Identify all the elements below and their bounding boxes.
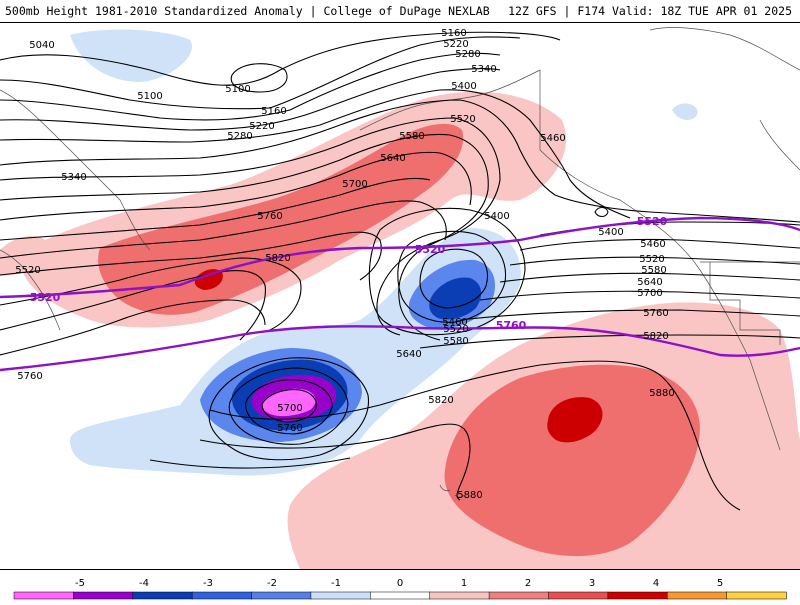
colorbar-tick-label: -2 (267, 578, 277, 589)
colorbar-swatch (429, 591, 490, 600)
contour-label-5880a: 5880 (649, 388, 674, 399)
contour-labels: 5040510051005160516052205220528052805340… (15, 28, 674, 501)
contour-label-5160b: 5160 (261, 106, 286, 117)
contour-label-5520a: 5520 (450, 114, 475, 125)
contour-label-5040: 5040 (29, 40, 54, 51)
contour-label-p5520b: 5520 (415, 243, 446, 256)
contour-label-5700b: 5700 (277, 403, 302, 414)
colorbar-swatch (191, 591, 253, 600)
contour-label-5340a: 5340 (471, 64, 496, 75)
colorbar-tick-label: -5 (75, 578, 85, 589)
contour-label-5760a: 5760 (257, 211, 282, 222)
colorbar-swatch (488, 591, 550, 600)
contour-label-5460b: 5460 (442, 317, 467, 328)
contour-label-5100: 5100 (137, 91, 162, 102)
contour-label-5460a: 5460 (540, 133, 565, 144)
contour-label-5340b: 5340 (61, 172, 86, 183)
map-title: 500mb Height 1981-2010 Standardized Anom… (5, 4, 490, 18)
contour-label-5760d: 5760 (643, 308, 668, 319)
positive-anomaly-band-core (194, 269, 223, 290)
colorbar-swatch (73, 591, 134, 600)
colorbar-ticks: -5 -4 -3 -2 -1 0 1 2 3 4 5 (75, 578, 723, 589)
contour-label-5400c: 5400 (598, 227, 623, 238)
contour-label-p5520a: 5520 (30, 291, 61, 304)
contour-label-5820b: 5820 (428, 395, 453, 406)
contour-label-5820a: 5820 (265, 253, 290, 264)
climatology-contours (0, 216, 800, 372)
negative-anomaly-low-core (429, 277, 482, 320)
contour-label-5280a: 5280 (455, 49, 480, 60)
contour-label-5280b: 5280 (227, 131, 252, 142)
colorbar-tick-label: 3 (589, 578, 595, 589)
contour-label-5700c: 5700 (637, 288, 662, 299)
contour-label-5160a: 5160 (441, 28, 466, 39)
colorbar-tick-label: -3 (203, 578, 213, 589)
contour-label-5580b: 5580 (443, 336, 468, 347)
colorbar-swatch (13, 591, 75, 600)
colorbar-tick-label: -4 (139, 578, 149, 589)
contour-label-5820c: 5820 (643, 331, 668, 342)
contour-label-5400a: 5400 (451, 81, 476, 92)
colorbar-tick-label: 2 (525, 578, 531, 589)
colorbar-swatch (310, 591, 372, 600)
contour-label-5880b: 5880 (457, 490, 482, 501)
positive-anomaly-band-mid (98, 123, 464, 315)
model-run-info: 12Z GFS | F174 Valid: 18Z TUE APR 01 202… (508, 4, 792, 18)
contour-label-p5520c: 5520 (637, 215, 668, 228)
colorbar-tick-label: 1 (461, 578, 467, 589)
colorbar-swatch (132, 591, 193, 600)
contour-label-5760b: 5760 (17, 371, 42, 382)
positive-anomaly-ridge-mid (444, 364, 700, 557)
colorbar-swatch (251, 591, 312, 600)
anomaly-shading (0, 29, 800, 569)
contour-label-5760c: 5760 (277, 423, 302, 434)
contour-label-5640a: 5640 (380, 153, 405, 164)
colorbar-swatch (666, 591, 728, 600)
contour-label-5580c: 5580 (641, 265, 666, 276)
contour-label-p5760a: 5760 (496, 319, 527, 332)
contour-label-5640c: 5640 (637, 277, 662, 288)
colorbar-swatch (370, 591, 431, 600)
negative-anomaly-trough-max (261, 388, 316, 417)
contour-label-5400b: 5400 (484, 211, 509, 222)
colorbar-tick-label: 0 (397, 578, 403, 589)
colorbar-tick-label: 5 (717, 578, 723, 589)
colorbar-swatches (13, 591, 787, 600)
height-contours (0, 31, 800, 511)
colorbar-tick-label: -1 (331, 578, 341, 589)
anomaly-colorbar: -5 -4 -3 -2 -1 0 1 2 3 4 5 (0, 569, 800, 601)
contour-label-5580a: 5580 (399, 131, 424, 142)
contour-label-5220a: 5220 (443, 39, 468, 50)
contour-label-5640b: 5640 (396, 349, 421, 360)
contour-label-5520b: 5520 (15, 265, 40, 276)
colorbar-swatch (607, 591, 668, 600)
contour-label-5520d: 5520 (639, 254, 664, 265)
climatology-labels: 5520 5520 5520 5760 (30, 215, 668, 332)
anomaly-map: 5040 5100 5100 5160 5160 5220 5220 5280 5280 5340… (0, 23, 800, 569)
negative-anomaly-east (672, 103, 698, 120)
colorbar-swatch (548, 591, 609, 600)
colorbar-swatch (726, 591, 787, 600)
colorbar-tick-label: 4 (653, 578, 659, 589)
positive-anomaly-west (0, 235, 50, 276)
contour-label-5220b: 5220 (249, 121, 274, 132)
positive-anomaly-ridge-core (547, 397, 603, 443)
negative-anomaly-north (70, 29, 192, 83)
contour-label-5700a: 5700 (342, 179, 367, 190)
contour-label-5100b: 5100 (225, 84, 250, 95)
map-header: 500mb Height 1981-2010 Standardized Anom… (0, 0, 800, 23)
contour-label-5520c: 5520 (443, 324, 468, 335)
contour-label-5460c: 5460 (640, 239, 665, 250)
